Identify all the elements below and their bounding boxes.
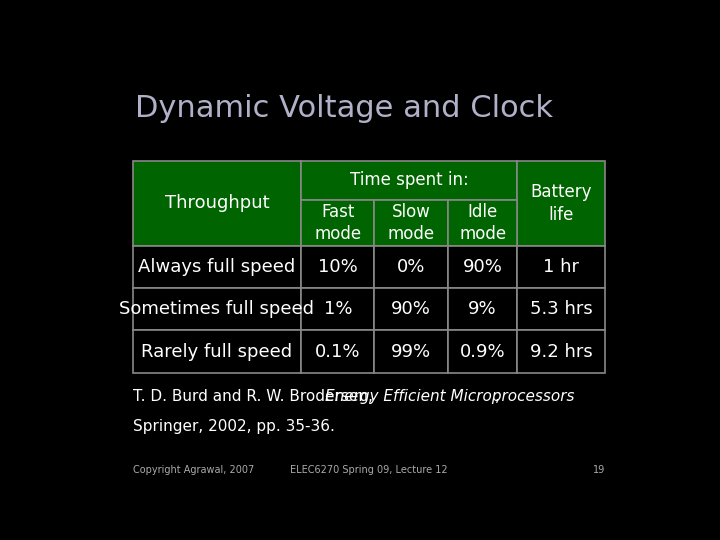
Text: 90%: 90% [391,300,431,318]
Text: Slow
mode: Slow mode [387,202,435,243]
Text: ELEC6270 Spring 09, Lecture 12: ELEC6270 Spring 09, Lecture 12 [290,465,448,475]
Text: Energy Efficient Microprocessors: Energy Efficient Microprocessors [325,389,575,404]
Bar [374,200,448,246]
Text: Dynamic Voltage and Clock: Dynamic Voltage and Clock [135,94,553,123]
Bar [132,330,301,373]
Text: Battery
life: Battery life [531,183,592,224]
Text: Rarely full speed: Rarely full speed [141,342,292,361]
Text: Always full speed: Always full speed [138,258,295,276]
Text: 10%: 10% [318,258,358,276]
Bar [301,161,518,200]
Bar [132,246,301,288]
Text: Sometimes full speed: Sometimes full speed [120,300,315,318]
Bar [374,246,448,288]
Bar [518,288,606,330]
Text: T. D. Burd and R. W. Brodersen,: T. D. Burd and R. W. Brodersen, [132,389,377,404]
Text: ,: , [495,389,500,404]
Text: 19: 19 [593,465,606,475]
Text: 1%: 1% [323,300,352,318]
Bar [301,200,374,246]
Text: 0.9%: 0.9% [460,342,505,361]
Bar [518,330,606,373]
Text: 99%: 99% [391,342,431,361]
Text: 0.1%: 0.1% [315,342,361,361]
Text: Fast
mode: Fast mode [315,202,361,243]
Text: 90%: 90% [463,258,503,276]
Bar [518,161,606,246]
Bar [374,288,448,330]
Text: Springer, 2002, pp. 35-36.: Springer, 2002, pp. 35-36. [132,418,335,434]
Bar [132,288,301,330]
Bar [448,330,518,373]
Text: 1 hr: 1 hr [544,258,580,276]
Bar [132,161,301,246]
Text: 5.3 hrs: 5.3 hrs [530,300,593,318]
Bar [448,200,518,246]
Bar [448,246,518,288]
Text: 9%: 9% [468,300,497,318]
Bar [301,330,374,373]
Bar [518,246,606,288]
Bar [301,288,374,330]
Bar [374,330,448,373]
Bar [448,288,518,330]
Text: 0%: 0% [397,258,426,276]
Text: Time spent in:: Time spent in: [350,172,469,190]
Bar [301,246,374,288]
Text: Throughput: Throughput [165,194,269,212]
Text: 9.2 hrs: 9.2 hrs [530,342,593,361]
Text: Copyright Agrawal, 2007: Copyright Agrawal, 2007 [132,465,254,475]
Text: Idle
mode: Idle mode [459,202,506,243]
